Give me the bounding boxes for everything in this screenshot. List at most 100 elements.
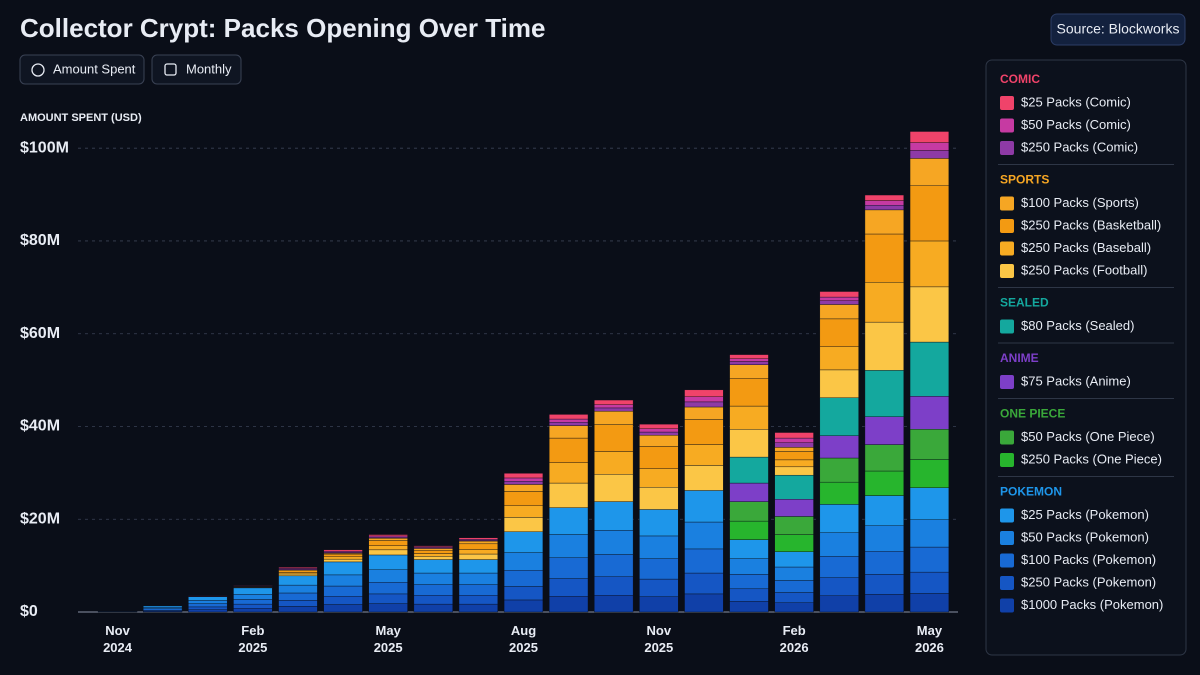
bar-segment — [278, 606, 318, 613]
legend-swatch — [1000, 430, 1014, 445]
period-button-label[interactable]: Monthly — [186, 61, 232, 76]
legend-group: POKEMON — [1000, 485, 1062, 499]
bar-segment — [864, 370, 904, 417]
bar-segment — [774, 432, 814, 439]
bar-segment — [323, 553, 363, 558]
bar-segment — [368, 535, 408, 538]
icon — [31, 63, 45, 77]
bar-segment — [323, 604, 363, 613]
bar-segment — [864, 321, 904, 371]
bar-segment — [909, 158, 950, 186]
legend-label: $1000 Packs (Pokemon) — [1021, 597, 1163, 612]
legend-group: SPORTS — [1000, 173, 1049, 187]
legend-swatch — [1000, 264, 1014, 278]
bar-segment — [503, 599, 544, 613]
bar-segment — [278, 573, 318, 577]
bar-segment — [413, 553, 453, 557]
bar-segment — [684, 406, 724, 420]
bar-segment — [188, 603, 228, 608]
legend-swatch — [1000, 598, 1014, 613]
bar-segment — [819, 457, 859, 483]
y-tick-label: $0 — [20, 603, 38, 620]
bar-segment — [819, 296, 859, 301]
legend-label: $250 Packs (Comic) — [1021, 139, 1138, 154]
bar-segment — [684, 396, 724, 403]
bar-segment — [458, 553, 498, 560]
legend-swatch — [1000, 553, 1014, 568]
legend-swatch — [1000, 96, 1014, 110]
bar-segment — [503, 484, 544, 492]
bar-segment — [864, 551, 904, 575]
bar-segment — [594, 530, 634, 555]
bar-segment — [368, 569, 408, 583]
bar-segment — [233, 608, 273, 613]
bar-segment — [549, 507, 589, 535]
bar-segment — [729, 364, 769, 379]
bar-segment — [774, 580, 814, 593]
legend-swatch — [1000, 241, 1014, 256]
bar-segment — [729, 354, 769, 359]
legend-label: $75 Packs (Anime) — [1021, 373, 1131, 388]
bar-segment — [909, 150, 950, 159]
bar-segment — [684, 572, 724, 595]
bar-segment — [729, 574, 769, 590]
bar-segment — [458, 540, 498, 545]
legend-label: $100 Packs (Sports) — [1021, 195, 1139, 210]
bar-segment — [549, 422, 589, 426]
bar-segment — [188, 609, 228, 613]
bar-segment — [503, 552, 544, 571]
bar-segment — [639, 468, 679, 488]
bar-segment — [503, 570, 544, 587]
legend-label: $50 Packs (One Piece) — [1021, 429, 1155, 444]
legend-label: $100 Packs (Pokemon) — [1021, 552, 1156, 567]
bar-segment — [864, 233, 904, 283]
bar-segment — [594, 595, 634, 613]
bar-segment — [909, 286, 950, 343]
bar-segment — [774, 447, 814, 452]
bar-segment — [458, 543, 498, 550]
bar-segment — [549, 462, 589, 484]
legend-swatch — [1000, 219, 1014, 233]
bar-segment — [684, 490, 724, 523]
x-tick-label: Nov 2024 — [103, 623, 132, 655]
y-tick-label: $80M — [20, 232, 60, 249]
x-tick-label: May 2026 — [914, 623, 944, 655]
source: Source: Blockworks — [1057, 21, 1180, 37]
legend-group: COMIC — [1000, 72, 1040, 86]
bar-segment — [278, 584, 318, 594]
metric-button[interactable] — [19, 54, 145, 85]
bar-segment — [549, 437, 589, 463]
legend-swatch — [1000, 453, 1014, 467]
bar-segment — [594, 474, 634, 502]
bar-segment — [819, 435, 859, 459]
bar-segment — [819, 556, 859, 578]
bar-segment — [819, 577, 859, 596]
bar-segment — [458, 537, 498, 540]
y-tick-label: $60M — [20, 325, 60, 342]
bar-segment — [639, 428, 679, 433]
bar-segment — [729, 378, 769, 407]
bar-segment — [413, 548, 453, 551]
bar-segment — [413, 595, 453, 605]
x-tick-label: Nov 2025 — [644, 623, 674, 655]
bar-segment — [864, 525, 904, 552]
bar-segment — [684, 521, 724, 550]
bar-segment — [729, 456, 769, 484]
bar-segment — [458, 572, 498, 585]
bar-segment — [368, 534, 408, 537]
metric-button-label[interactable]: Amount Spent — [53, 61, 136, 76]
bar-segment — [864, 574, 904, 595]
period-button[interactable] — [151, 54, 242, 85]
bar-segment — [278, 592, 318, 601]
bar-segment — [729, 482, 769, 502]
legend-label: $50 Packs (Pokemon) — [1021, 529, 1149, 544]
legend-group: SEALED — [1000, 296, 1049, 310]
bar-segment — [368, 549, 408, 556]
legend-swatch — [1000, 375, 1014, 389]
legend-swatch — [1000, 196, 1014, 211]
legend-group: ANIME — [1000, 351, 1039, 365]
bar-segment — [323, 574, 363, 587]
legend-label: $250 Packs (Basketball) — [1021, 217, 1161, 232]
bar-segment — [729, 361, 769, 365]
bar-segment — [368, 582, 408, 595]
